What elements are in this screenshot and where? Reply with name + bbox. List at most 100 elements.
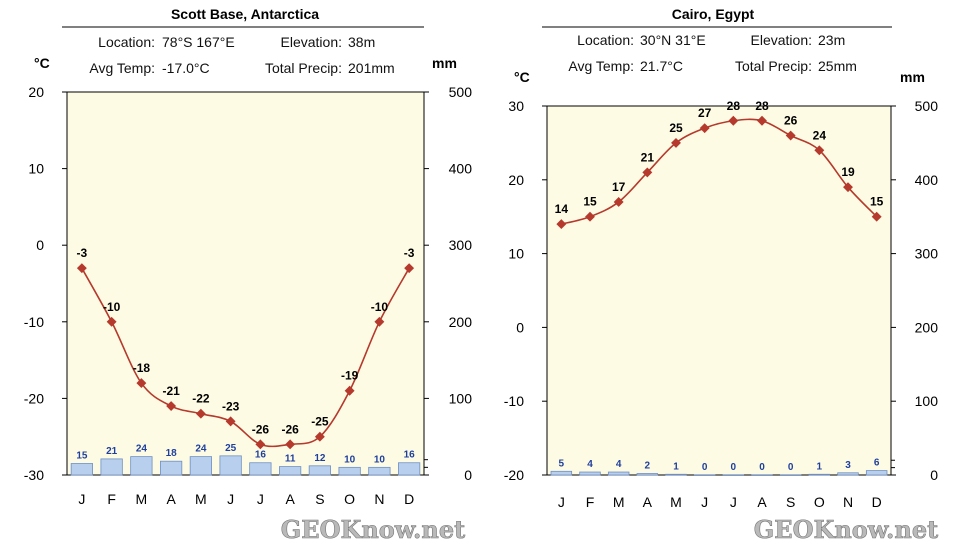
temp-point <box>814 145 825 156</box>
temp-value-label: -22 <box>192 392 210 406</box>
precip-value-label: 21 <box>106 446 118 457</box>
precip-bar <box>808 473 831 476</box>
celsius-unit-label: °C <box>514 69 530 85</box>
precip-label: Total Precip: <box>265 60 342 76</box>
precip-bar <box>550 470 573 476</box>
precip-bar <box>636 473 659 476</box>
watermark-logo: GEOKnow.net <box>754 515 938 540</box>
temp-point <box>785 130 796 141</box>
temp-tick-label: 10 <box>508 246 524 262</box>
precip-value-label: 25 <box>225 443 237 454</box>
month-label: O <box>344 491 355 507</box>
precip-bar <box>189 456 212 476</box>
temp-tick-label: 10 <box>28 161 44 177</box>
precip-bar <box>751 474 773 476</box>
precip-tick-label: 400 <box>449 161 473 177</box>
precip-bar <box>579 471 601 476</box>
temp-point <box>585 211 595 222</box>
precip-value: 25mm <box>818 58 857 74</box>
avg-temp-value: 21.7°C <box>640 58 683 74</box>
precip-tick-label: 500 <box>915 98 939 114</box>
precip-bar <box>368 466 391 476</box>
temp-tick-label: -10 <box>504 393 524 409</box>
avg-temp-label: Avg Temp: <box>568 58 634 74</box>
temp-point <box>671 137 681 148</box>
temp-value-label: 28 <box>727 99 741 113</box>
precip-value-label: 24 <box>195 444 207 455</box>
elevation-value: 23m <box>818 32 845 48</box>
precip-value-label: 10 <box>344 454 356 465</box>
temp-point <box>285 439 296 450</box>
precip-bar <box>279 466 302 476</box>
temp-tick-label: -10 <box>24 314 44 330</box>
temp-value-label: 21 <box>641 150 655 164</box>
month-label: M <box>136 491 148 507</box>
precip-value-label: 11 <box>285 454 296 465</box>
temp-tick-label: 30 <box>508 98 524 114</box>
temp-value-label: 27 <box>698 106 712 120</box>
temp-value-label: 14 <box>555 202 569 216</box>
month-label: M <box>613 494 625 510</box>
precip-value-label: 3 <box>845 460 851 471</box>
precip-tick-label: 0 <box>930 467 938 483</box>
precip-bar <box>338 466 361 476</box>
mm-unit-label: mm <box>900 69 925 85</box>
temp-value-label: -21 <box>162 384 180 398</box>
month-label: J <box>701 494 708 510</box>
temp-line: -3 -10 -18 -21 -22 -23 -26 -26 -25 -19 -10 -3 <box>77 246 415 450</box>
precip-bar <box>665 473 687 476</box>
precip-tick-label: 500 <box>449 84 473 100</box>
elevation-label: Elevation: <box>281 34 342 50</box>
temp-point <box>195 408 206 419</box>
month-label: F <box>586 494 595 510</box>
precip-bar <box>249 462 272 476</box>
temp-value-label: -25 <box>311 415 329 429</box>
plot-area <box>66 91 425 476</box>
temp-point <box>757 115 767 126</box>
temp-point <box>166 401 177 412</box>
avg-temp-value: -17.0°C <box>162 60 210 76</box>
temp-point <box>255 439 266 450</box>
month-label: D <box>404 491 414 507</box>
temp-tick-label: 20 <box>28 84 44 100</box>
precip-value-label: 2 <box>645 461 651 472</box>
temp-point <box>136 378 147 389</box>
precip-value-label: 12 <box>314 453 326 464</box>
precip-value-label: 5 <box>559 458 565 469</box>
precip-bars: 15 21 24 18 24 25 16 11 12 10 10 16 <box>70 443 421 476</box>
precip-bar <box>100 458 123 476</box>
month-label: S <box>315 491 324 507</box>
month-label: A <box>643 494 653 510</box>
temp-value-label: -10 <box>103 300 121 314</box>
temp-tick-label: 0 <box>516 319 524 335</box>
precip-bar <box>607 471 630 476</box>
month-label: O <box>814 494 825 510</box>
month-label: A <box>166 491 176 507</box>
temp-line: 14 15 17 21 25 27 28 28 26 24 19 15 <box>555 99 884 230</box>
temp-value-label: -10 <box>371 300 389 314</box>
precip-value-label: 15 <box>76 451 88 462</box>
mm-unit-label: mm <box>432 55 457 71</box>
temp-point <box>404 263 415 274</box>
precip-value-label: 18 <box>166 448 178 459</box>
location-label: Location: <box>577 32 634 48</box>
temp-value-label: -26 <box>281 422 299 436</box>
temp-series-line <box>81 267 410 448</box>
watermark-logo: GEOKnow.net <box>281 515 465 540</box>
temp-value-label: -19 <box>341 369 359 383</box>
temp-value-label: -23 <box>222 399 240 413</box>
precip-value-label: 16 <box>404 450 416 461</box>
month-label: J <box>227 491 234 507</box>
scott-base-chart: Scott Base, Antarctica Location: 78°S 16… <box>24 6 473 540</box>
precip-bar <box>308 465 331 476</box>
temp-axis: 30 20 10 0 -10 -20 <box>504 98 547 483</box>
precip-bar <box>70 463 93 476</box>
month-label: J <box>558 494 565 510</box>
temp-tick-label: -30 <box>24 467 44 483</box>
month-label: F <box>107 491 116 507</box>
month-label: A <box>757 494 767 510</box>
precip-value-label: 6 <box>874 458 880 469</box>
precip-value: 201mm <box>348 60 395 76</box>
